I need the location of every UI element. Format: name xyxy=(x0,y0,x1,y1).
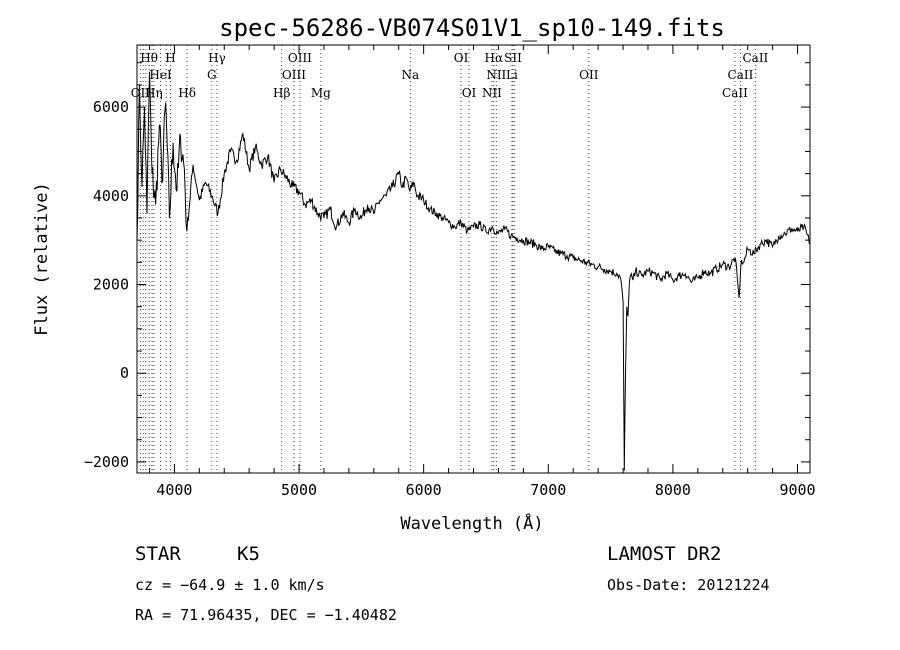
line-label: Hη xyxy=(145,86,163,100)
x-tick-label: 4000 xyxy=(156,481,192,499)
line-label: OII xyxy=(131,86,151,100)
y-axis-label: Flux (relative) xyxy=(32,182,52,336)
y-tick-label: 2000 xyxy=(93,276,129,294)
line-label: CaII xyxy=(728,68,754,82)
line-label: G xyxy=(207,68,217,82)
object-class: STAR xyxy=(135,543,181,565)
chart-title: spec-56286-VB074S01V1_sp10-149.fits xyxy=(219,14,725,42)
spectrum-series xyxy=(136,71,811,471)
line-label: Hθ xyxy=(140,51,158,65)
y-tick-label: −2000 xyxy=(84,453,129,471)
y-tick-label: 0 xyxy=(120,364,129,382)
line-label: Hδ xyxy=(178,86,196,100)
line-label: OIII xyxy=(288,51,312,65)
y-tick-label: 4000 xyxy=(93,187,129,205)
line-label: NII xyxy=(486,68,506,82)
line-label: Hβ xyxy=(273,86,290,100)
line-label: OIII xyxy=(282,68,306,82)
x-axis-ticks: 4000 5000 6000 7000 8000 9000 xyxy=(148,45,816,499)
x-tick-label: 7000 xyxy=(530,481,566,499)
line-label: Na xyxy=(401,68,419,82)
line-label: NII xyxy=(482,86,502,100)
line-label: SII xyxy=(504,51,522,65)
spectrum-line xyxy=(136,71,811,471)
coordinates: RA = 71.96435, DEC = −1.40482 xyxy=(135,606,397,624)
line-label: Hα xyxy=(485,51,504,65)
line-label: OI xyxy=(462,86,477,100)
x-tick-label: 5000 xyxy=(281,481,317,499)
y-axis-ticks: −2000 0 2000 4000 6000 xyxy=(84,62,810,471)
line-label: Hγ xyxy=(208,51,226,65)
x-tick-label: 9000 xyxy=(779,481,815,499)
y-tick-label: 6000 xyxy=(93,98,129,116)
line-label: CaII xyxy=(722,86,748,100)
survey-name: LAMOST DR2 xyxy=(607,543,721,565)
line-label: Mg xyxy=(311,86,331,100)
redshift-cz: cz = −64.9 ± 1.0 km/s xyxy=(135,576,325,594)
object-subclass: K5 xyxy=(237,543,260,565)
x-tick-label: 8000 xyxy=(655,481,691,499)
line-label: OI xyxy=(454,51,469,65)
x-axis-label: Wavelength (Å) xyxy=(400,512,543,534)
line-label: CaII xyxy=(742,51,768,65)
plot-frame xyxy=(136,44,811,474)
obs-date: Obs-Date: 20121224 xyxy=(607,576,770,594)
emission-line-markers xyxy=(139,45,756,473)
line-label: H xyxy=(165,51,175,65)
x-tick-label: 6000 xyxy=(406,481,442,499)
line-label: HeI xyxy=(149,68,172,82)
line-label: Li xyxy=(506,68,518,82)
line-label: OII xyxy=(579,68,599,82)
